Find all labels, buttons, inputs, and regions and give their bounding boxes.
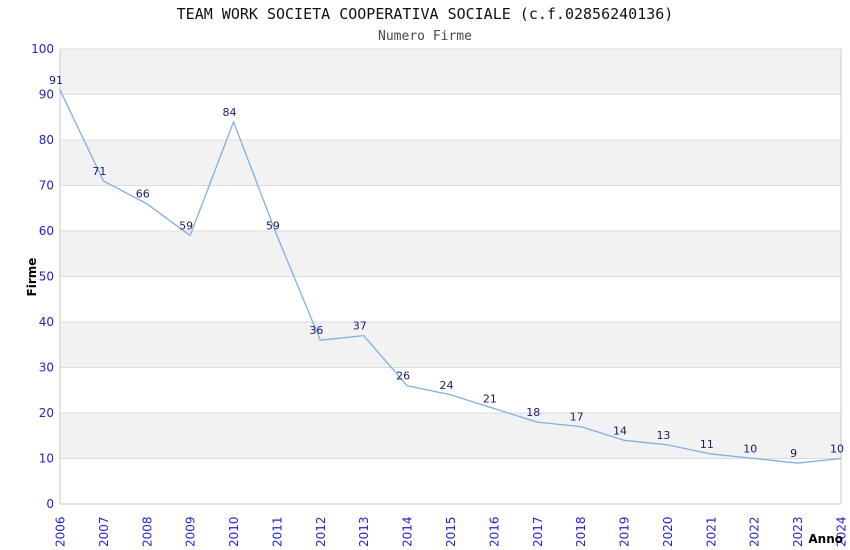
y-tick-label: 80 xyxy=(39,133,54,147)
x-tick-label: 2006 xyxy=(54,516,68,547)
grid-band xyxy=(60,367,841,413)
y-tick-label: 20 xyxy=(39,406,54,420)
point-value-label: 10 xyxy=(830,443,844,456)
x-tick-label: 2013 xyxy=(357,516,371,547)
x-tick-label: 2020 xyxy=(661,516,675,547)
x-tick-label: 2019 xyxy=(618,516,632,547)
grid-band xyxy=(60,140,841,186)
x-tick-label: 2007 xyxy=(97,516,111,547)
point-value-label: 17 xyxy=(570,411,584,424)
x-tick-label: 2008 xyxy=(140,516,154,547)
point-value-label: 24 xyxy=(440,379,454,392)
y-tick-label: 50 xyxy=(39,270,54,284)
point-value-label: 37 xyxy=(353,320,367,333)
chart-subtitle: Numero Firme xyxy=(378,29,472,44)
point-value-label: 59 xyxy=(266,220,280,233)
grid-band xyxy=(60,231,841,277)
x-tick-label: 2011 xyxy=(270,516,284,547)
band-layer xyxy=(60,49,841,504)
x-tick-label: 2009 xyxy=(184,516,198,547)
point-value-label: 66 xyxy=(136,188,150,201)
y-axis-title: Firme xyxy=(25,258,39,297)
point-value-label: 36 xyxy=(309,324,323,337)
point-value-label: 59 xyxy=(179,220,193,233)
x-tick-label: 2015 xyxy=(444,516,458,547)
x-tick-label: 2023 xyxy=(791,516,805,547)
chart-title: TEAM WORK SOCIETA COOPERATIVA SOCIALE (c… xyxy=(177,5,674,23)
y-tick-label: 0 xyxy=(46,497,54,511)
point-label-layer: 91 71 66 59 84 59 36 37 26 24 21 18 17 14 13 11 10 9 10 xyxy=(49,74,844,460)
x-tick-label: 2014 xyxy=(401,516,415,547)
x-tick-label: 2021 xyxy=(704,516,718,547)
data-line xyxy=(59,89,842,464)
x-tick-label: 2018 xyxy=(574,516,588,547)
x-axis-title: Anno xyxy=(808,532,843,546)
grid-band xyxy=(60,413,841,459)
y-tick-label: 40 xyxy=(39,315,54,329)
point-value-label: 84 xyxy=(223,106,237,119)
axis-ticks-layer: 0 10 20 30 40 50 60 70 80 90 100 2006 2007 2008 2009 20… xyxy=(31,42,848,547)
y-tick-label: 60 xyxy=(39,224,54,238)
x-tick-label: 2017 xyxy=(531,516,545,547)
point-value-label: 18 xyxy=(526,406,540,419)
grid-band xyxy=(60,322,841,368)
point-value-label: 9 xyxy=(790,447,797,460)
y-tick-label: 30 xyxy=(39,361,54,375)
point-value-label: 14 xyxy=(613,424,627,437)
grid-band xyxy=(60,185,841,231)
grid-band xyxy=(60,458,841,504)
plot-border xyxy=(59,49,842,505)
point-value-label: 10 xyxy=(743,443,757,456)
x-tick-label: 2022 xyxy=(748,516,762,547)
point-value-label: 26 xyxy=(396,370,410,383)
y-tick-label: 70 xyxy=(39,179,54,193)
x-tick-label: 2024 xyxy=(835,516,849,547)
grid-band xyxy=(60,49,841,95)
y-tick-label: 100 xyxy=(31,42,54,56)
point-value-label: 21 xyxy=(483,392,497,405)
point-value-label: 71 xyxy=(92,165,106,178)
data-series-layer xyxy=(59,89,842,464)
x-tick-label: 2012 xyxy=(314,516,328,547)
grid-band xyxy=(60,94,841,140)
point-value-label: 91 xyxy=(49,74,63,87)
y-tick-label: 10 xyxy=(39,452,54,466)
point-value-label: 13 xyxy=(656,429,670,442)
x-tick-label: 2016 xyxy=(487,516,501,547)
grid-band xyxy=(60,276,841,322)
point-value-label: 11 xyxy=(700,438,714,451)
y-tick-label: 90 xyxy=(39,88,54,102)
x-tick-label: 2010 xyxy=(227,516,241,547)
